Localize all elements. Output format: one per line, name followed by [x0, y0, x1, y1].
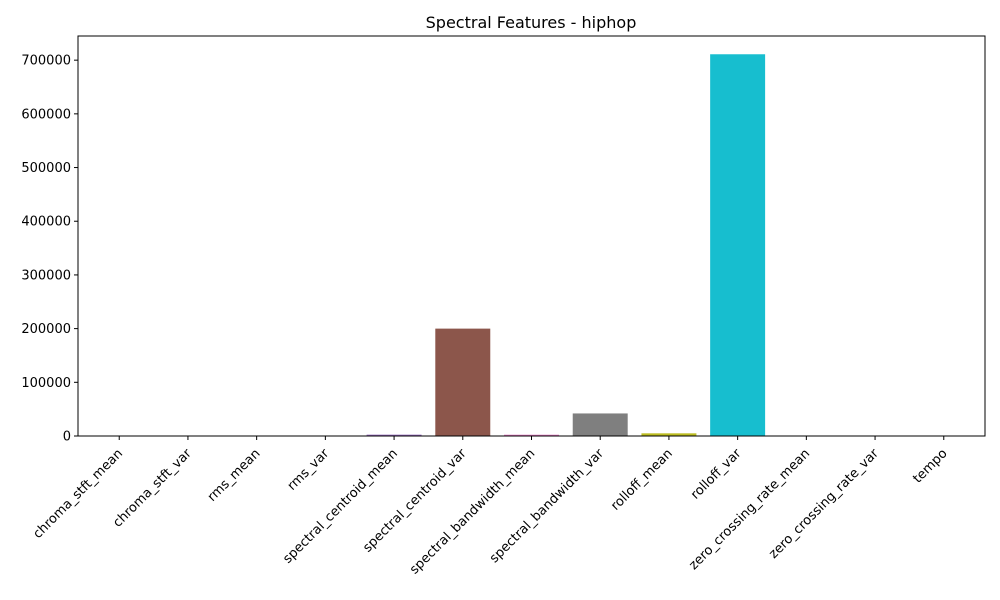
x-tick-label: rolloff_var	[688, 446, 745, 503]
y-tick-label: 600000	[21, 107, 71, 122]
x-tick-label: zero_crossing_rate_mean	[686, 446, 813, 573]
bar-spectral-bandwidth-mean	[504, 434, 559, 436]
y-tick-label: 300000	[21, 268, 71, 283]
x-tick-label: spectral_bandwidth_var	[487, 446, 607, 566]
plot-frame	[77, 35, 986, 437]
bar-spectral-centroid-var	[435, 328, 491, 436]
x-tick-label: rms_mean	[205, 446, 264, 505]
y-tick-label: 400000	[21, 215, 71, 230]
bar-spectral-centroid-mean	[366, 434, 422, 436]
chart-title: Spectral Features - hiphop	[426, 13, 637, 32]
x-tick-label: spectral_bandwidth_mean	[407, 446, 538, 577]
y-tick-label: 500000	[21, 161, 71, 176]
y-tick-label: 100000	[21, 376, 71, 391]
x-tick-label: rolloff_mean	[608, 446, 676, 514]
x-tick-label: chroma_stft_mean	[30, 446, 126, 542]
bars-group	[366, 54, 972, 436]
y-tick-label: 0	[63, 430, 71, 445]
x-tick-label: zero_crossing_rate_var	[766, 446, 882, 562]
x-tick-label: rms_var	[285, 446, 333, 494]
bar-rolloff-var	[710, 54, 766, 436]
bar-rolloff-mean	[641, 433, 697, 436]
y-axis: 0 100000 200000 300000 400000 500000 600000 700…	[21, 54, 78, 445]
x-tick-label: spectral_centroid_mean	[280, 446, 401, 567]
bar-spectral-bandwidth-var	[572, 413, 628, 436]
y-tick-label: 200000	[21, 322, 71, 337]
y-tick-label: 700000	[21, 54, 71, 69]
x-tick-label: tempo	[910, 446, 950, 486]
